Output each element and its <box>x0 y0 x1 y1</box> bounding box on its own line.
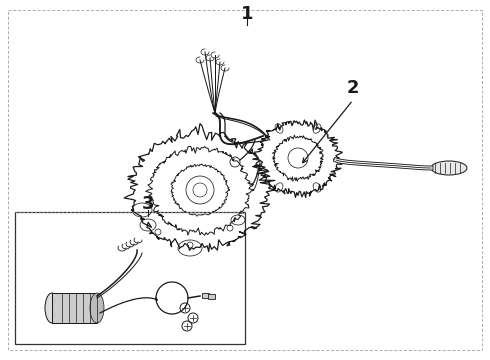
Bar <box>52 293 97 323</box>
Ellipse shape <box>431 161 467 175</box>
Text: 1: 1 <box>241 5 253 23</box>
Text: 2: 2 <box>347 79 359 97</box>
Text: 3: 3 <box>142 195 154 213</box>
Ellipse shape <box>45 293 59 323</box>
Bar <box>15 212 245 344</box>
Bar <box>202 293 209 298</box>
Ellipse shape <box>90 293 104 323</box>
Bar <box>52 293 97 323</box>
Bar <box>208 294 215 299</box>
